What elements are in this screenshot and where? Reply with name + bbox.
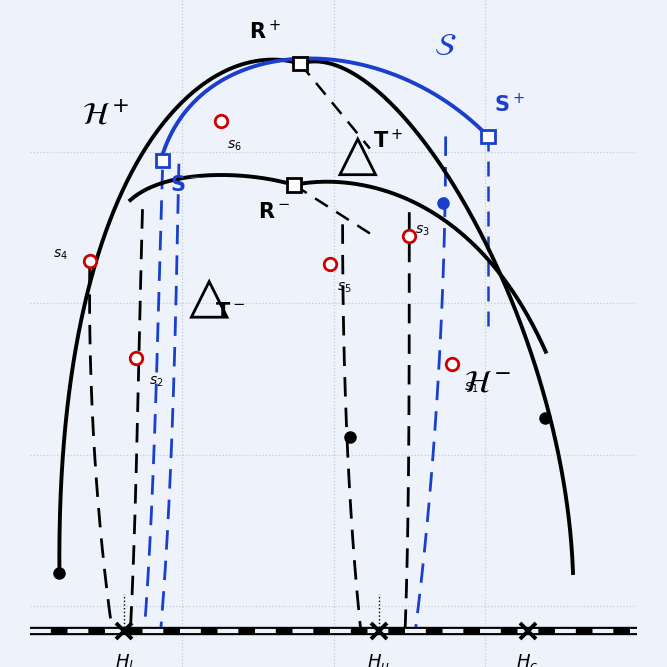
Text: $s_{4}$: $s_{4}$ — [53, 247, 68, 262]
Text: $s_{5}$: $s_{5}$ — [337, 281, 352, 295]
Text: $\mathbf{T}^+$: $\mathbf{T}^+$ — [373, 129, 403, 153]
Bar — [293, 57, 307, 70]
Text: $\mathcal{H}^+$: $\mathcal{H}^+$ — [82, 101, 129, 130]
Text: $\mathcal{S}$: $\mathcal{S}$ — [434, 31, 456, 61]
Bar — [482, 130, 495, 143]
Text: $s_{6}$: $s_{6}$ — [227, 138, 242, 153]
Text: $s_{3}$: $s_{3}$ — [416, 223, 430, 237]
Text: $\mathcal{H}^-$: $\mathcal{H}^-$ — [464, 368, 512, 397]
Text: $\mathbf{R}^-$: $\mathbf{R}^-$ — [257, 202, 289, 222]
Text: $H_l$: $H_l$ — [115, 652, 134, 667]
Text: $s_{1}$: $s_{1}$ — [464, 381, 478, 396]
Text: $\mathbf{T}^-$: $\mathbf{T}^-$ — [215, 302, 245, 322]
Text: $s_{2}$: $s_{2}$ — [149, 375, 163, 390]
Text: $\mathbf{R}^+$: $\mathbf{R}^+$ — [249, 20, 280, 43]
Text: $\mathbf{S}^+$: $\mathbf{S}^+$ — [494, 93, 525, 116]
Text: $H_c$: $H_c$ — [516, 652, 539, 667]
Bar — [156, 154, 169, 167]
Text: $H_u$: $H_u$ — [368, 652, 390, 667]
Bar — [287, 178, 301, 191]
Text: $\mathbf{S}^-$: $\mathbf{S}^-$ — [170, 175, 201, 195]
